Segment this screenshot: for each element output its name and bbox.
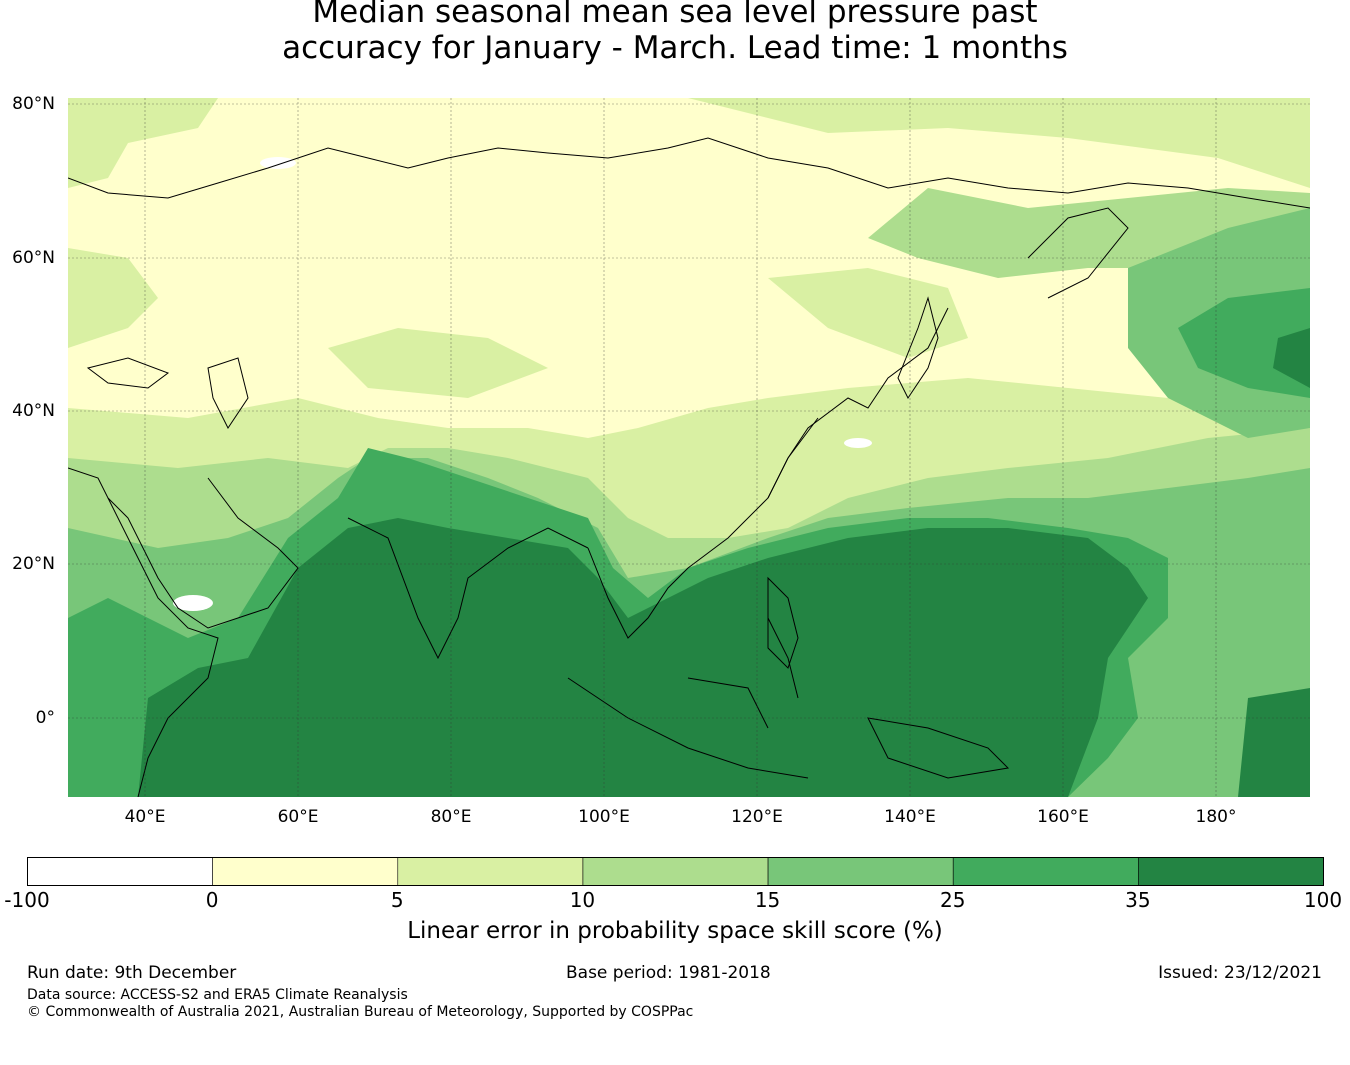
lat-label-60n: 60°N [12,248,55,268]
lon-label-100e: 100°E [578,807,630,827]
map-title: Median seasonal mean sea level pressure … [0,0,1350,66]
coastline-philippines [767,576,799,669]
coastline-black-caspian [86,357,249,429]
colorbar-tick-label: 5 [390,888,404,912]
skill-score-map [68,98,1310,797]
skill-negative-spot [844,438,872,448]
run-date: Run date: 9th December [27,963,237,983]
colorbar-tick-label: 10 [569,888,596,912]
colorbar-swatch [1138,857,1324,886]
lat-label-80n: 80°N [12,94,55,114]
colorbar-swatch [397,857,584,886]
colorbar-swatch [767,857,954,886]
title-line-2: accuracy for January - March. Lead time:… [282,30,1068,66]
colorbar-tick-label: 25 [939,888,966,912]
lon-label-40e: 40°E [124,807,166,827]
lon-label-180: 180° [1195,807,1237,827]
coastline-india [347,517,589,660]
lat-label-0: 0° [35,708,55,728]
coastline-indonesia [567,617,809,779]
lat-label-20n: 20°N [12,554,55,574]
lon-label-140e: 140°E [884,807,936,827]
coastline-china-korea [767,307,949,499]
colorbar-label: Linear error in probability space skill … [407,918,943,944]
skill-negative-spot [173,595,213,611]
coastline-arctic [68,137,1310,209]
colorbar-tick-label: 100 [1303,888,1343,912]
coastline-kamchatka [1027,207,1129,299]
colorbar-swatch [582,857,769,886]
colorbar-tick-label: 35 [1125,888,1151,912]
copyright: © Commonwealth of Australia 2021, Austra… [27,1004,694,1020]
colorbar-tick-label: 0 [205,888,219,912]
skill-5-10-region [68,98,1310,398]
graticule [68,98,1310,797]
lon-label-60e: 60°E [277,807,319,827]
colorbar-tick-label: -100 [4,888,50,912]
base-period: Base period: 1981-2018 [566,963,771,983]
lon-label-120e: 120°E [731,807,783,827]
coastline-africa [68,467,219,797]
lat-label-40n: 40°N [12,401,55,421]
colorbar-swatch [952,857,1139,886]
coastlines [68,137,1310,797]
coastline-japan [897,296,939,399]
colorbar [27,857,1324,886]
data-source: Data source: ACCESS-S2 and ERA5 Climate … [27,987,408,1003]
colorbar-swatch [27,857,213,886]
lon-label-80e: 80°E [430,807,472,827]
skill-negative-spot [260,157,296,169]
coastline-new-guinea [867,717,1010,779]
coastline-arabia [107,477,299,629]
colorbar-swatch [212,857,399,886]
skill-35-100-region [138,328,1310,797]
issued-date: Issued: 23/12/2021 [1158,963,1322,983]
title-line-1: Median seasonal mean sea level pressure … [312,0,1038,30]
colorbar-tick-label: 15 [754,888,781,912]
lon-label-160e: 160°E [1037,807,1089,827]
